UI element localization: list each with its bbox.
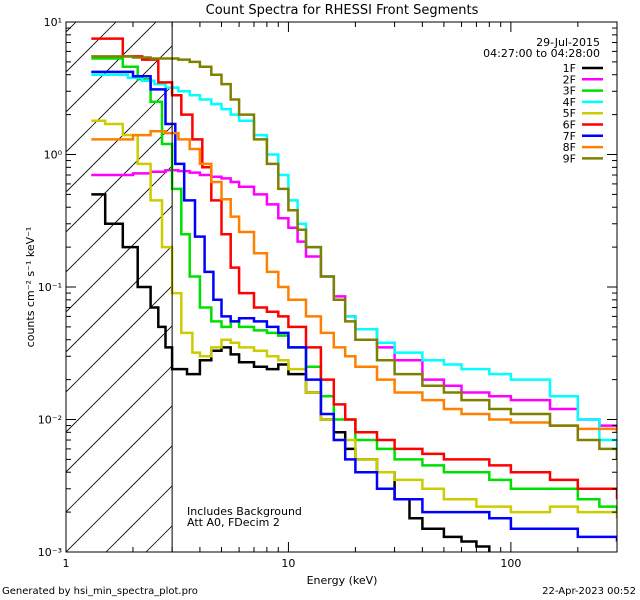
legend-label-3F: 3F [563, 85, 576, 98]
y-tick-label: 10⁻³ [38, 546, 62, 559]
series-5F [91, 119, 617, 519]
hatch-line [66, 22, 317, 273]
y-tick-label: 10⁻² [38, 414, 62, 427]
annotation-attenuator: Att A0, FDecim 2 [187, 516, 280, 529]
x-tick-label: 1 [63, 557, 70, 570]
hatch-line [0, 0, 146, 552]
series-9F [91, 55, 617, 460]
legend-label-8F: 8F [563, 141, 576, 154]
observation-date: 29-Jul-2015 [536, 36, 600, 49]
hatch-mask [172, 22, 617, 552]
y-axis: 10¹ 10⁰ 10⁻¹ 10⁻² 10⁻³ [38, 16, 617, 559]
series-8F [91, 129, 617, 433]
legend-label-2F: 2F [563, 73, 576, 86]
chart-title: Count Spectra for RHESSI Front Segments [206, 3, 479, 18]
y-axis-label: counts cm⁻² s⁻¹ keV⁻¹ [24, 227, 37, 348]
legend-label-7F: 7F [563, 130, 576, 143]
generated-by-label: Generated by hsi_min_spectra_plot.pro [2, 586, 198, 597]
x-tick-label: 10 [281, 557, 295, 570]
x-tick-label: 100 [500, 557, 521, 570]
hatch-line [66, 22, 357, 313]
series-2F [91, 169, 617, 433]
legend-label-6F: 6F [563, 119, 576, 132]
legend-label-1F: 1F [563, 62, 576, 75]
time-range: 04:27:00 to 04:28:00 [483, 47, 600, 60]
x-axis: 1 10 100 [63, 22, 618, 570]
x-axis-label: Energy (keV) [307, 574, 378, 587]
background-hatch-region [0, 0, 617, 552]
y-tick-label: 10⁰ [44, 149, 63, 162]
legend-label-5F: 5F [563, 107, 576, 120]
y-tick-label: 10⁻¹ [38, 281, 62, 294]
series-6F [91, 37, 617, 500]
series-7F [91, 70, 617, 542]
annotation-background: Includes Background [187, 505, 302, 518]
series-1F [91, 193, 491, 552]
series-layer [91, 37, 617, 552]
legend-label-4F: 4F [563, 96, 576, 109]
hatch-line [0, 0, 106, 552]
y-tick-label: 10¹ [44, 16, 62, 29]
generated-date-label: 22-Apr-2023 00:52 [542, 586, 636, 597]
legend-label-9F: 9F [563, 152, 576, 165]
